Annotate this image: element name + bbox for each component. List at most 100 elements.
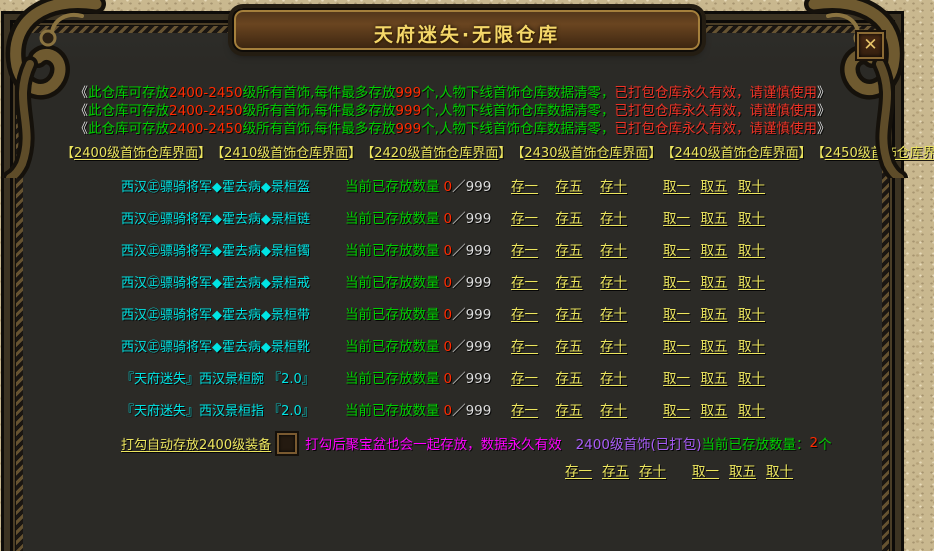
notice-max-count: 999	[395, 85, 422, 101]
store-one-button[interactable]: 存一	[511, 307, 538, 323]
store-one-button[interactable]: 存一	[511, 275, 538, 291]
notice-warning: 已打包仓库永久有效，请谨慎使用	[614, 121, 817, 137]
store-one-button[interactable]: 存一	[511, 339, 538, 355]
tab-2450[interactable]: 【2450级首饰仓库界面】	[812, 142, 934, 161]
take-ten-button[interactable]: 取十	[738, 275, 765, 291]
count-separator: ／	[452, 371, 466, 387]
count-value: 0	[443, 179, 453, 195]
auto-store-toggle-label[interactable]: 打勾自动存放2400级装备	[121, 437, 272, 453]
notice-bracket: 《	[74, 103, 89, 119]
tab-2420[interactable]: 【2420级首饰仓库界面】	[361, 142, 511, 161]
count-capacity: 999	[465, 339, 492, 355]
store-ten-button[interactable]: 存十	[600, 307, 627, 323]
notice-text: 个,人物下线首饰仓库数据清零，	[421, 103, 615, 119]
store-one-button[interactable]: 存一	[511, 211, 538, 227]
take-buttons: 取一 取五 取十	[663, 271, 765, 291]
packed-take-ten-button[interactable]: 取十	[766, 464, 793, 480]
count-label: 当前已存放数量	[345, 243, 440, 259]
store-ten-button[interactable]: 存十	[600, 179, 627, 195]
take-ten-button[interactable]: 取十	[738, 371, 765, 387]
store-five-button[interactable]: 存五	[555, 403, 583, 419]
take-one-button[interactable]: 取一	[663, 307, 690, 323]
count-value: 0	[443, 403, 453, 419]
notice-max-count: 999	[395, 121, 422, 137]
store-five-button[interactable]: 存五	[555, 211, 583, 227]
take-ten-button[interactable]: 取十	[738, 243, 765, 259]
take-five-button[interactable]: 取五	[700, 339, 728, 355]
store-one-button[interactable]: 存一	[511, 243, 538, 259]
take-one-button[interactable]: 取一	[663, 211, 690, 227]
notice-level-range: 2400-2450	[169, 103, 243, 119]
take-ten-button[interactable]: 取十	[738, 307, 765, 323]
store-five-button[interactable]: 存五	[555, 243, 583, 259]
notice-warning: 已打包仓库永久有效，请谨慎使用	[614, 103, 817, 119]
take-one-button[interactable]: 取一	[663, 275, 690, 291]
notice-level-range: 2400-2450	[169, 121, 243, 137]
take-five-button[interactable]: 取五	[700, 243, 728, 259]
notice-text: 个,人物下线首饰仓库数据清零，	[421, 85, 615, 101]
store-ten-button[interactable]: 存十	[600, 339, 627, 355]
take-five-button[interactable]: 取五	[700, 275, 728, 291]
store-ten-button[interactable]: 存十	[600, 275, 627, 291]
take-one-button[interactable]: 取一	[663, 179, 690, 195]
take-one-button[interactable]: 取一	[663, 339, 690, 355]
store-ten-button[interactable]: 存十	[600, 403, 627, 419]
take-five-button[interactable]: 取五	[700, 371, 728, 387]
store-five-button[interactable]: 存五	[555, 371, 583, 387]
item-row: 西汉㊣骠骑将军◆霍去病◆景桓带 当前已存放数量 0／999 存一 存五 存十 取一 取五…	[13, 297, 892, 329]
take-five-button[interactable]: 取五	[700, 403, 728, 419]
auto-store-row: 打勾自动存放2400级装备 打勾后聚宝盆也会一起存放，数据永久有效 2400级首…	[13, 429, 892, 457]
close-button[interactable]: ✕	[857, 32, 884, 59]
take-one-button[interactable]: 取一	[663, 243, 690, 259]
take-one-button[interactable]: 取一	[663, 403, 690, 419]
tab-2400[interactable]: 【2400级首饰仓库界面】	[61, 142, 211, 161]
notice-text: 级所有首饰,每件最多存放	[242, 85, 396, 101]
take-five-button[interactable]: 取五	[700, 179, 728, 195]
take-one-button[interactable]: 取一	[663, 371, 690, 387]
packed-store-one-button[interactable]: 存一	[565, 464, 592, 480]
item-name: 西汉㊣骠骑将军◆霍去病◆景桓盔	[121, 179, 310, 195]
packed-store-ten-button[interactable]: 存十	[639, 464, 666, 480]
store-one-button[interactable]: 存一	[511, 179, 538, 195]
store-five-button[interactable]: 存五	[555, 275, 583, 291]
packed-jewelry-label: 2400级首饰(已打包)	[575, 437, 702, 453]
notice-line: 《此仓库可存放2400-2450级所有首饰,每件最多存放999个,人物下线首饰仓…	[13, 84, 892, 102]
tab-bracket: 】	[648, 146, 662, 161]
take-five-button[interactable]: 取五	[700, 307, 728, 323]
auto-store-hint: 打勾后聚宝盆也会一起存放，数据永久有效	[305, 437, 562, 453]
tab-2430[interactable]: 【2430级首饰仓库界面】	[511, 142, 661, 161]
tab-bracket: 【	[61, 146, 75, 161]
store-ten-button[interactable]: 存十	[600, 211, 627, 227]
take-ten-button[interactable]: 取十	[738, 211, 765, 227]
packed-take-one-button[interactable]: 取一	[692, 464, 719, 480]
store-five-button[interactable]: 存五	[555, 307, 583, 323]
notice-line: 《此仓库可存放2400-2450级所有首饰,每件最多存放999个,人物下线首饰仓…	[13, 120, 892, 138]
take-buttons: 取一 取五 取十	[663, 399, 765, 419]
store-five-button[interactable]: 存五	[555, 339, 583, 355]
warehouse-window: 《此仓库可存放2400-2450级所有首饰,每件最多存放999个,人物下线首饰仓…	[10, 20, 934, 551]
count-capacity: 999	[465, 307, 492, 323]
tab-label: 2400级首饰仓库界面	[74, 146, 199, 161]
take-ten-button[interactable]: 取十	[738, 403, 765, 419]
store-ten-button[interactable]: 存十	[600, 243, 627, 259]
item-count: 当前已存放数量 0／999	[345, 207, 511, 227]
store-one-button[interactable]: 存一	[511, 371, 538, 387]
store-five-button[interactable]: 存五	[555, 179, 583, 195]
packed-store-five-button[interactable]: 存五	[602, 464, 629, 480]
store-one-button[interactable]: 存一	[511, 403, 538, 419]
tab-2410[interactable]: 【2410级首饰仓库界面】	[211, 142, 361, 161]
tab-label: 2450级首饰仓库界面	[824, 146, 934, 161]
take-five-button[interactable]: 取五	[700, 211, 728, 227]
packed-take-five-button[interactable]: 取五	[729, 464, 756, 480]
store-ten-button[interactable]: 存十	[600, 371, 627, 387]
count-separator: ／	[452, 243, 466, 259]
take-ten-button[interactable]: 取十	[738, 179, 765, 195]
item-row: 『天府迷失』西汉景桓腕 『2.0』 当前已存放数量 0／999 存一 存五 存十 取一…	[13, 361, 892, 393]
notice-warning: 已打包仓库永久有效，请谨慎使用	[614, 85, 817, 101]
count-label: 当前已存放数量	[345, 211, 440, 227]
tab-2440[interactable]: 【2440级首饰仓库界面】	[662, 142, 812, 161]
take-ten-button[interactable]: 取十	[738, 339, 765, 355]
count-label: 当前已存放数量	[345, 371, 440, 387]
auto-store-checkbox[interactable]	[277, 432, 298, 454]
